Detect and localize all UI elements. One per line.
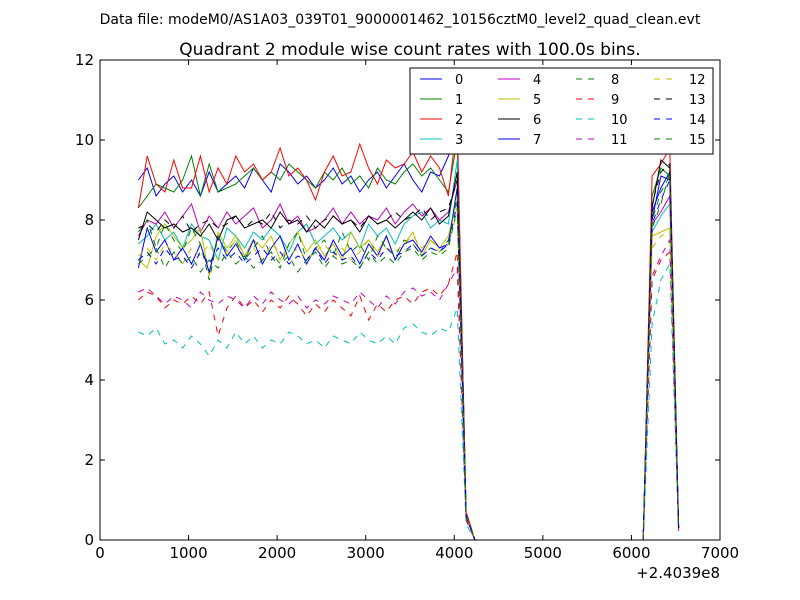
x-tick-label: 0 (95, 544, 105, 562)
series-line-5 (138, 199, 680, 541)
legend-label-15: 15 (689, 133, 706, 148)
legend-label-3: 3 (455, 133, 463, 148)
x-tick-label: 6000 (612, 544, 650, 562)
series-line-3 (138, 159, 680, 541)
legend-label-11: 11 (611, 133, 628, 148)
series-line-11 (138, 238, 680, 541)
legend-label-10: 10 (611, 113, 628, 128)
legend-label-6: 6 (533, 113, 541, 128)
legend-label-1: 1 (455, 93, 463, 108)
legend-label-14: 14 (689, 113, 706, 128)
x-offset-label: +2.4039e8 (636, 564, 720, 582)
legend-label-5: 5 (533, 93, 541, 108)
series-line-10 (138, 262, 680, 541)
y-tick-label: 4 (84, 371, 94, 389)
chart-title: Quadrant 2 module wise count rates with … (179, 40, 640, 60)
legend-box (409, 67, 714, 155)
y-tick-label: 6 (84, 291, 94, 309)
series-line-9 (138, 250, 680, 541)
series-line-15 (138, 174, 680, 541)
series-line-4 (137, 179, 680, 541)
series-line-6 (137, 159, 680, 541)
series-line-8 (137, 171, 680, 541)
legend-label-13: 13 (689, 93, 706, 108)
series-line-7 (137, 175, 680, 541)
series-line-12 (138, 211, 680, 541)
x-tick-label: 7000 (701, 544, 739, 562)
legend-label-0: 0 (455, 73, 463, 88)
x-tick-label: 4000 (435, 544, 473, 562)
y-tick-label: 10 (75, 131, 94, 149)
legend-label-4: 4 (533, 73, 541, 88)
x-tick-label: 5000 (524, 544, 562, 562)
series-line-1 (137, 139, 680, 541)
x-tick-label: 2000 (258, 544, 296, 562)
legend-label-9: 9 (611, 93, 619, 108)
legend-label-2: 2 (455, 113, 463, 128)
y-tick-label: 8 (84, 211, 94, 229)
y-tick-label: 12 (75, 51, 94, 69)
x-tick-label: 3000 (347, 544, 385, 562)
suptitle: Data file: modeM0/AS1A03_039T01_90000014… (100, 12, 701, 28)
legend-label-12: 12 (689, 73, 706, 88)
y-tick-label: 2 (84, 451, 94, 469)
series-line-14 (138, 179, 680, 541)
x-tick-label: 1000 (169, 544, 207, 562)
legend-label-8: 8 (611, 73, 619, 88)
legend-label-7: 7 (533, 133, 541, 148)
y-tick-label: 0 (84, 531, 94, 549)
series-line-2 (137, 119, 680, 541)
series-line-0 (137, 131, 680, 541)
series-layer (137, 119, 680, 541)
